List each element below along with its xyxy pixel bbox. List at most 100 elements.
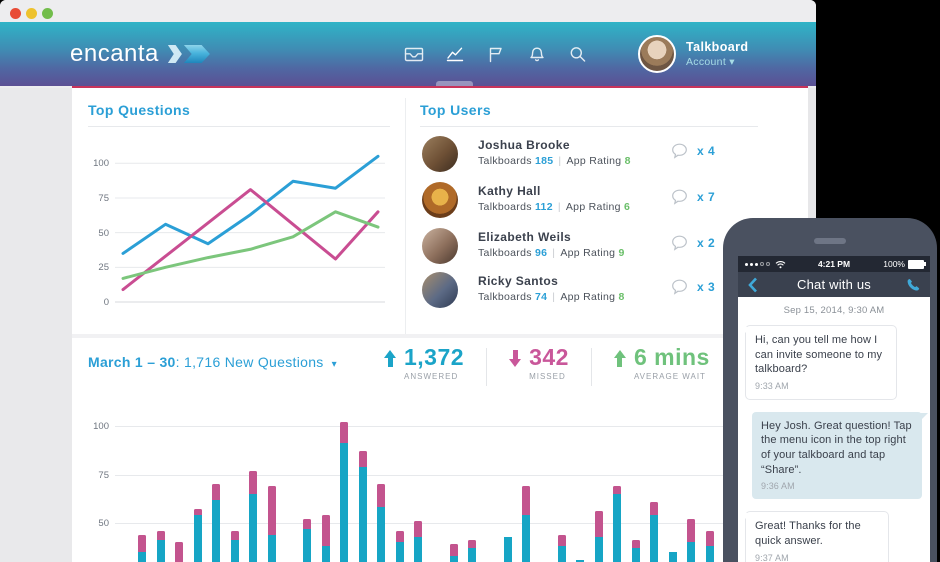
answered-segment xyxy=(631,548,640,562)
y-axis-tick: 100 xyxy=(93,158,109,170)
series-blue xyxy=(121,154,380,255)
chat-message-right: Hey Josh. Great question! Tap the menu i… xyxy=(746,411,928,500)
message-text: Great! Thanks for the quick answer. xyxy=(755,520,861,547)
message-time: 9:33 AM xyxy=(755,380,789,391)
stacked-bar xyxy=(267,486,276,562)
message-time: 9:37 AM xyxy=(755,552,789,562)
mention-count: x 3 xyxy=(697,279,716,294)
answered-segment xyxy=(650,515,658,562)
answered-segment xyxy=(303,528,311,562)
stat-divider xyxy=(590,348,592,386)
phone-screen: 4:21 PM 100% Chat with us Sep 15, 2014, … xyxy=(738,256,930,562)
missed-segment xyxy=(358,451,367,467)
stacked-bar xyxy=(687,519,695,562)
chat-message-area: Sep 15, 2014, 9:30 AM Hi, can you tell m… xyxy=(738,297,930,562)
nav-item-flags[interactable] xyxy=(475,22,516,86)
stat-value: 6 mins xyxy=(633,344,710,370)
account-menu[interactable]: Talkboard Account ▾ xyxy=(638,22,748,86)
app-rating: 6 xyxy=(624,201,631,213)
stacked-bar xyxy=(449,544,458,562)
top-users-title: Top Users xyxy=(420,102,492,118)
user-row[interactable]: Joshua Brooke Talkboards 185 | App Rating 8… xyxy=(420,134,760,178)
message-time: 9:36 AM xyxy=(761,481,795,492)
stacked-bar xyxy=(303,519,311,562)
title-rule xyxy=(88,126,390,127)
user-row[interactable]: Kathy Hall Talkboards 112 | App Rating 6 x 7 xyxy=(420,180,760,224)
answered-segment xyxy=(557,546,566,562)
answered-segment xyxy=(503,536,512,562)
panel-divider xyxy=(405,98,406,334)
user-avatar xyxy=(422,272,458,308)
message-bubble: Great! Thanks for the quick answer. 9:37 … xyxy=(740,512,888,562)
stat-average-wait: 6 mins AVERAGE WAIT xyxy=(613,344,710,381)
missed-segment xyxy=(175,542,183,562)
missed-segment xyxy=(193,509,202,516)
stat-value: 1,372 xyxy=(404,344,465,370)
minimize-window-button[interactable] xyxy=(26,8,37,19)
speech-bubble-icon xyxy=(672,189,687,205)
nav-item-analytics[interactable] xyxy=(434,22,475,86)
mention-count: x 2 xyxy=(697,235,716,250)
close-window-button[interactable] xyxy=(10,8,21,19)
daily-questions-bar-chart: 50 75 100 xyxy=(93,410,795,562)
series-pink xyxy=(121,188,380,292)
user-name: Joshua Brooke xyxy=(478,138,570,152)
user-row[interactable]: Ricky Santos Talkboards 74 | App Rating 8 x … xyxy=(420,270,760,314)
message-text: Hi, can you tell me how I can invite som… xyxy=(755,334,883,376)
answered-segment xyxy=(705,546,714,562)
nav-item-search[interactable] xyxy=(557,22,598,86)
inbox-icon xyxy=(404,47,423,61)
stacked-bar xyxy=(468,540,476,562)
arrow-down-icon xyxy=(509,350,522,381)
stacked-bar xyxy=(138,534,146,562)
zoom-window-button[interactable] xyxy=(42,8,53,19)
answered-segment xyxy=(522,515,530,562)
nav-item-inbox[interactable] xyxy=(393,22,434,86)
stat-value: 342 xyxy=(529,344,569,370)
missed-segment xyxy=(650,501,658,516)
user-name: Kathy Hall xyxy=(478,184,541,198)
stacked-bar xyxy=(193,509,202,562)
battery-icon xyxy=(908,259,926,269)
encanta-logo[interactable]: encanta xyxy=(70,22,210,86)
answered-segment xyxy=(377,507,385,562)
user-avatar xyxy=(422,182,458,218)
date-range-dropdown[interactable]: March 1 – 30: 1,716 New Questions ▾ xyxy=(88,354,337,370)
top-questions-title: Top Questions xyxy=(88,102,191,118)
user-name: Ricky Santos xyxy=(478,274,559,288)
message-bubble: Hey Josh. Great question! Tap the menu i… xyxy=(752,411,928,500)
logo-text: encanta xyxy=(70,40,159,67)
logo-chevron-icon xyxy=(167,45,182,63)
flag-icon xyxy=(489,47,502,62)
account-name: Talkboard xyxy=(686,40,749,54)
missed-segment xyxy=(613,486,621,494)
account-menu-label: Account ▾ xyxy=(686,56,735,68)
stacked-bar xyxy=(414,521,422,562)
answered-segment xyxy=(576,559,584,562)
user-avatar xyxy=(422,228,458,264)
stacked-bar xyxy=(321,515,330,562)
talkboards-count: 74 xyxy=(535,291,548,303)
logo-arrow-icon xyxy=(183,45,210,63)
missed-segment xyxy=(212,484,220,500)
phone-call-button[interactable] xyxy=(906,276,922,294)
chat-message-left: Great! Thanks for the quick answer. 9:37 … xyxy=(740,512,922,562)
gridline xyxy=(115,474,735,476)
user-row[interactable]: Elizabeth Weils Talkboards 96 | App Rating … xyxy=(420,226,760,270)
speech-bubble-icon xyxy=(672,279,687,295)
answered-segment xyxy=(230,540,239,562)
stat-label: AVERAGE WAIT xyxy=(633,372,706,381)
period-label: March 1 – 30 xyxy=(88,354,176,370)
mention-count: x 7 xyxy=(697,189,716,204)
app-rating: 9 xyxy=(618,247,625,259)
signal-strength-icon xyxy=(745,260,786,269)
mention-count: x 4 xyxy=(697,143,716,158)
back-chevron-button[interactable] xyxy=(746,276,762,294)
top-questions-line-chart: 0 25 50 75 100 xyxy=(93,150,395,312)
stacked-bar xyxy=(613,486,621,562)
talkboards-count: 185 xyxy=(535,155,554,167)
y-axis-tick: 100 xyxy=(93,421,109,432)
nav-item-notifications[interactable] xyxy=(516,22,557,86)
search-icon xyxy=(570,46,585,62)
answered-segment xyxy=(668,552,677,562)
